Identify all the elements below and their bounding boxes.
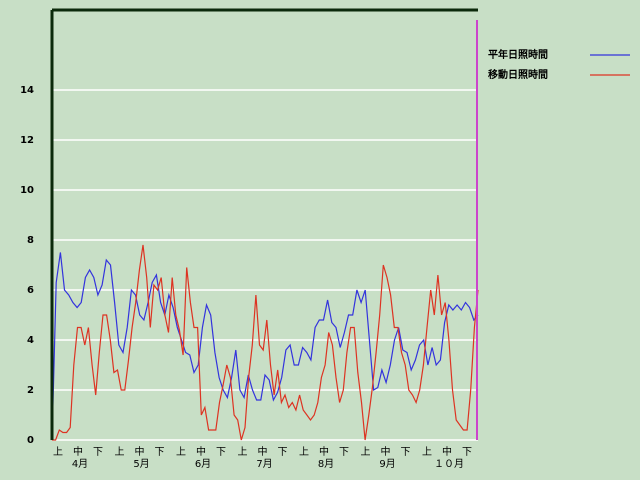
y-tick-label: 10 bbox=[20, 185, 34, 196]
y-tick-label: 8 bbox=[27, 235, 34, 246]
series-line bbox=[51, 252, 479, 441]
x-tick-label: 上 bbox=[361, 446, 371, 458]
x-tick-label: 上 bbox=[299, 446, 309, 458]
x-tick-label: 下 bbox=[155, 447, 165, 458]
x-tick-label: 下 bbox=[462, 447, 472, 458]
x-tick-label: 下 bbox=[216, 447, 226, 458]
x-tick-label: 中 bbox=[135, 445, 145, 458]
month-label: 4月 bbox=[72, 458, 88, 470]
y-tick-label: 14 bbox=[20, 85, 34, 96]
y-tick-label: 2 bbox=[27, 385, 34, 396]
month-label: 6月 bbox=[195, 458, 211, 470]
x-tick-label: 中 bbox=[381, 445, 391, 458]
y-tick-label: 12 bbox=[20, 135, 34, 146]
y-tick-label: 6 bbox=[27, 285, 34, 296]
x-tick-label: 上 bbox=[53, 446, 63, 458]
x-tick-label: 中 bbox=[442, 445, 452, 458]
x-tick-label: 上 bbox=[115, 446, 125, 458]
x-tick-label: 上 bbox=[238, 446, 248, 458]
legend-label: 移動日照時間 bbox=[488, 68, 548, 81]
x-tick-label: 中 bbox=[73, 445, 83, 458]
x-tick-label: 下 bbox=[401, 447, 411, 458]
x-tick-label: 中 bbox=[319, 445, 329, 458]
month-label: 8月 bbox=[318, 458, 334, 470]
x-tick-label: 下 bbox=[93, 447, 103, 458]
y-tick-label: 0 bbox=[27, 435, 34, 446]
x-tick-label: 中 bbox=[258, 445, 268, 458]
month-label: １０月 bbox=[434, 458, 464, 470]
month-label: 7月 bbox=[256, 458, 272, 470]
x-tick-label: 下 bbox=[278, 447, 288, 458]
legend-label: 平年日照時間 bbox=[488, 48, 548, 61]
x-tick-label: 下 bbox=[339, 447, 349, 458]
x-tick-label: 上 bbox=[422, 446, 432, 458]
x-tick-label: 中 bbox=[196, 445, 206, 458]
month-label: 9月 bbox=[379, 458, 395, 470]
y-tick-label: 4 bbox=[27, 335, 34, 346]
month-label: 5月 bbox=[133, 458, 149, 470]
series-line bbox=[52, 244, 479, 441]
x-tick-label: 上 bbox=[176, 446, 186, 458]
